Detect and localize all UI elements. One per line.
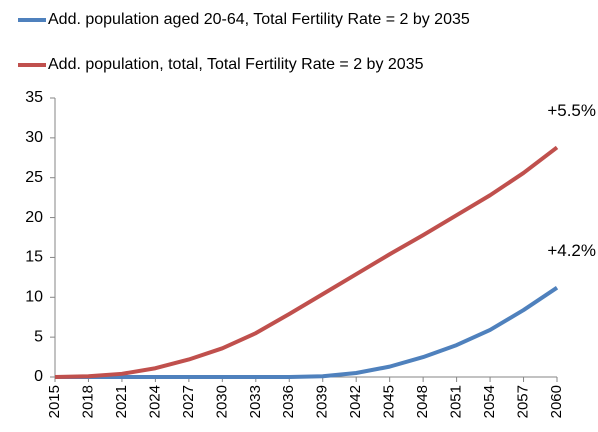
x-tick-label: 2051: [448, 385, 465, 418]
series-line: [55, 286, 559, 379]
x-tick-label: 2033: [247, 385, 264, 418]
legend-label: Add. population aged 20-64, Total Fertil…: [48, 11, 470, 28]
x-tick-label: 2042: [347, 385, 364, 418]
x-tick-label: 2021: [113, 385, 130, 418]
x-tick-label: 2018: [79, 385, 96, 418]
x-tick-label: 2045: [381, 385, 398, 418]
x-tick-label: 2027: [180, 385, 197, 418]
end-label: +5.5%: [547, 101, 596, 120]
y-tick-label: 20: [25, 209, 43, 226]
y-tick-label: 35: [25, 89, 43, 106]
x-tick-label: 2039: [314, 385, 331, 418]
end-label: +4.2%: [547, 241, 596, 260]
x-tick-label: 2024: [146, 385, 163, 418]
x-tick-label: 2057: [515, 385, 532, 418]
y-tick-label: 5: [34, 328, 43, 345]
y-tick-label: 10: [25, 289, 43, 306]
x-tick-label: 2036: [280, 385, 297, 418]
y-tick-label: 0: [34, 368, 43, 385]
x-tick-label: 2030: [213, 385, 230, 418]
y-tick-label: 15: [25, 249, 43, 266]
legend-label: Add. population, total, Total Fertility …: [48, 56, 424, 73]
y-tick-label: 25: [25, 169, 43, 186]
x-tick-label: 2048: [414, 385, 431, 418]
series-line: [54, 145, 559, 379]
y-tick-label: 30: [25, 129, 43, 146]
x-tick-label: 2060: [548, 385, 565, 418]
x-tick-label: 2054: [481, 385, 498, 418]
x-tick-label: 2015: [46, 385, 63, 418]
